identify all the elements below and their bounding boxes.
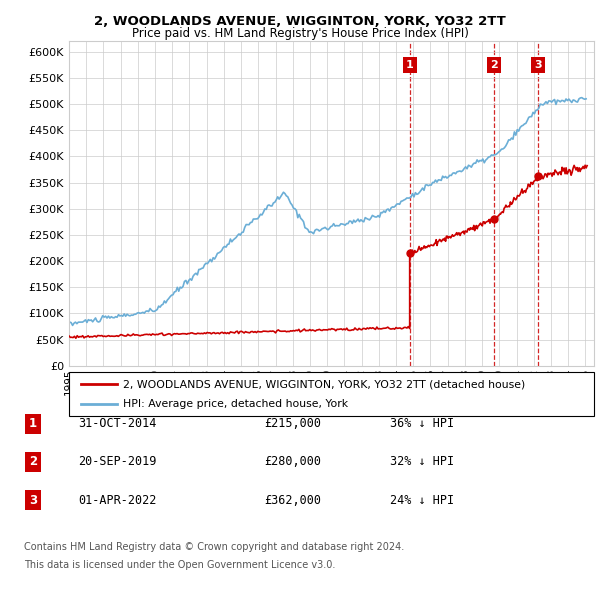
Text: HPI: Average price, detached house, York: HPI: Average price, detached house, York <box>123 399 348 408</box>
Text: 20-SEP-2019: 20-SEP-2019 <box>78 455 157 468</box>
Text: 2: 2 <box>490 60 498 70</box>
Text: This data is licensed under the Open Government Licence v3.0.: This data is licensed under the Open Gov… <box>24 560 335 571</box>
Text: 1: 1 <box>406 60 413 70</box>
Text: Price paid vs. HM Land Registry's House Price Index (HPI): Price paid vs. HM Land Registry's House … <box>131 27 469 40</box>
Text: £280,000: £280,000 <box>264 455 321 468</box>
Text: 2, WOODLANDS AVENUE, WIGGINTON, YORK, YO32 2TT (detached house): 2, WOODLANDS AVENUE, WIGGINTON, YORK, YO… <box>123 379 525 389</box>
Text: 1: 1 <box>29 417 37 430</box>
Text: £362,000: £362,000 <box>264 494 321 507</box>
Text: 36% ↓ HPI: 36% ↓ HPI <box>390 417 454 430</box>
Text: 2: 2 <box>29 455 37 468</box>
Text: 3: 3 <box>29 494 37 507</box>
Text: 31-OCT-2014: 31-OCT-2014 <box>78 417 157 430</box>
Text: 32% ↓ HPI: 32% ↓ HPI <box>390 455 454 468</box>
Text: Contains HM Land Registry data © Crown copyright and database right 2024.: Contains HM Land Registry data © Crown c… <box>24 542 404 552</box>
Text: £215,000: £215,000 <box>264 417 321 430</box>
Text: 3: 3 <box>534 60 542 70</box>
Text: 2, WOODLANDS AVENUE, WIGGINTON, YORK, YO32 2TT: 2, WOODLANDS AVENUE, WIGGINTON, YORK, YO… <box>94 15 506 28</box>
Text: 24% ↓ HPI: 24% ↓ HPI <box>390 494 454 507</box>
Text: 01-APR-2022: 01-APR-2022 <box>78 494 157 507</box>
